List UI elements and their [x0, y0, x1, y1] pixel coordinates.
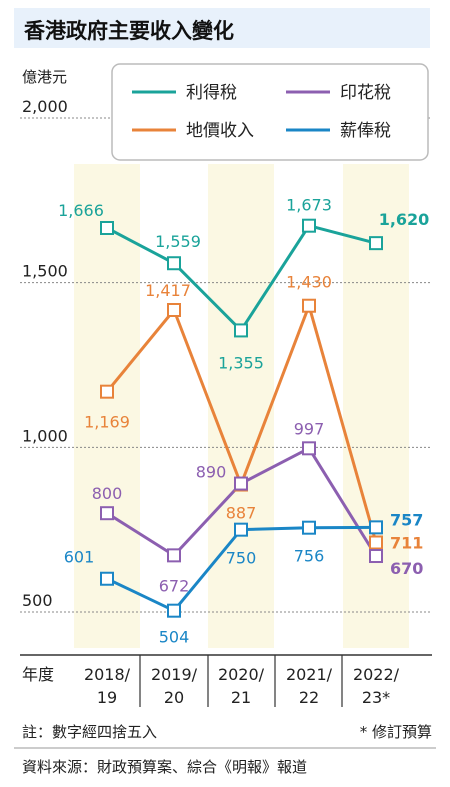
data-point-land-premium	[100, 384, 114, 399]
x-tick-label: 2020/	[218, 665, 265, 684]
y-tick-label: 500	[22, 591, 53, 610]
legend: 利得稅 印花稅 地價收入 薪俸稅	[111, 63, 429, 161]
x-tick-label: 22	[299, 688, 319, 707]
data-label-stamp-duty: 670	[390, 559, 423, 578]
data-label-salaries-tax: 504	[159, 628, 190, 647]
data-point-profits-tax	[167, 256, 181, 271]
data-label-stamp-duty: 997	[294, 419, 325, 438]
series-markers	[100, 218, 383, 618]
data-point-salaries-tax	[302, 520, 316, 535]
data-label-profits-tax: 1,355	[218, 353, 264, 372]
data-point-salaries-tax	[234, 522, 248, 537]
x-axis-label: 年度	[22, 665, 54, 684]
source-note: 資料來源：財政預算案、綜合《明報》報道	[22, 758, 307, 776]
x-tick-label: 23*	[362, 688, 390, 707]
data-point-salaries-tax	[100, 571, 114, 586]
y-tick-label: 1,500	[22, 262, 68, 281]
x-tick-label: 2018/	[84, 665, 131, 684]
y-axis-ticks: 2,000 1,500 1,000 500	[22, 97, 68, 610]
x-tick-label: 2022/	[353, 665, 400, 684]
data-label-land-premium: 711	[390, 534, 423, 553]
legend-label-land-premium: 地價收入	[186, 121, 254, 141]
legend-label-salaries-tax: 薪俸稅	[340, 121, 391, 141]
y-tick-label: 2,000	[22, 97, 68, 116]
data-label-profits-tax: 1,666	[58, 201, 104, 220]
data-point-stamp-duty	[234, 476, 248, 491]
data-label-salaries-tax: 750	[226, 549, 257, 568]
data-point-profits-tax	[234, 323, 248, 338]
footnote-revised: * 修訂預算	[360, 723, 432, 741]
data-label-land-premium: 887	[226, 504, 257, 523]
data-label-land-premium: 1,430	[286, 273, 332, 292]
legend-label-profits-tax: 利得稅	[186, 83, 237, 103]
data-label-salaries-tax: 757	[390, 510, 423, 529]
data-point-profits-tax	[100, 220, 114, 235]
title-background	[14, 8, 430, 48]
footnote-rounding: 註：數字經四捨五入	[22, 723, 157, 741]
data-point-land-premium	[167, 303, 181, 318]
y-axis-unit: 億港元	[22, 68, 67, 86]
x-tick-label: 20	[164, 688, 184, 707]
data-point-profits-tax	[369, 236, 383, 251]
x-tick-label: 21	[231, 688, 251, 707]
data-point-profits-tax	[302, 218, 316, 233]
data-label-salaries-tax: 601	[64, 548, 95, 567]
data-point-stamp-duty	[167, 548, 181, 563]
data-label-stamp-duty: 672	[159, 576, 190, 595]
data-point-stamp-duty	[302, 441, 316, 456]
data-point-salaries-tax	[167, 603, 181, 618]
column-band	[74, 164, 140, 648]
data-label-profits-tax: 1,620	[379, 210, 430, 229]
data-label-salaries-tax: 756	[294, 547, 325, 566]
data-label-stamp-duty: 800	[92, 484, 123, 503]
legend-box	[111, 63, 429, 161]
column-band	[208, 164, 274, 648]
y-tick-label: 1,000	[22, 426, 68, 445]
data-label-stamp-duty: 890	[196, 463, 227, 482]
data-label-profits-tax: 1,559	[155, 232, 201, 251]
legend-label-stamp-duty: 印花稅	[340, 83, 391, 103]
x-tick-label: 2021/	[286, 665, 333, 684]
data-point-stamp-duty	[100, 506, 114, 521]
chart-title: 香港政府主要收入變化	[24, 19, 234, 43]
data-point-stamp-duty	[369, 549, 383, 564]
data-point-salaries-tax	[369, 520, 383, 535]
data-label-land-premium: 1,417	[145, 281, 191, 300]
x-tick-label: 19	[97, 688, 117, 707]
data-labels: 1,666 1,559 1,355 1,673 1,620 1,169 1,417 887 1,…	[58, 196, 429, 647]
data-label-profits-tax: 1,673	[286, 196, 332, 215]
data-point-land-premium	[302, 298, 316, 313]
x-axis-ticks: 2018/19 2019/20 2020/21 2021/22 2022/23*	[84, 655, 400, 707]
x-tick-label: 2019/	[151, 665, 198, 684]
data-label-land-premium: 1,169	[84, 413, 130, 432]
data-point-land-premium	[369, 535, 383, 550]
